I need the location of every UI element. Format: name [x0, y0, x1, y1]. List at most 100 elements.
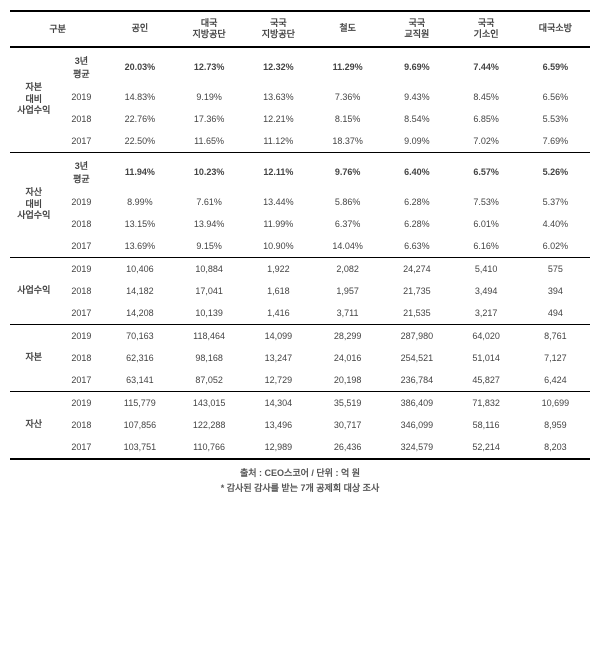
data-cell: 13.15%	[105, 213, 174, 235]
data-cell: 6.28%	[382, 213, 451, 235]
data-cell: 20,198	[313, 369, 382, 392]
data-cell: 6.57%	[451, 152, 520, 191]
table-row: 201713.69%9.15%10.90%14.04%6.63%6.16%6.0…	[10, 235, 590, 258]
data-cell: 17,041	[174, 280, 243, 302]
data-cell: 8,761	[521, 324, 590, 347]
footer-line2: * 감사된 감사를 받는 7개 공제회 대상 조사	[10, 481, 590, 496]
data-cell: 7.53%	[451, 191, 520, 213]
data-cell: 14,182	[105, 280, 174, 302]
data-cell: 122,288	[174, 414, 243, 436]
data-cell: 13.63%	[244, 86, 313, 108]
data-cell: 26,436	[313, 436, 382, 459]
data-cell: 6.63%	[382, 235, 451, 258]
table-row: 201914.83%9.19%13.63%7.36%9.43%8.45%6.56…	[10, 86, 590, 108]
data-cell: 6.59%	[521, 47, 590, 86]
data-cell: 12.32%	[244, 47, 313, 86]
row-sublabel: 2018	[58, 108, 106, 130]
data-cell: 13,247	[244, 347, 313, 369]
data-cell: 21,535	[382, 302, 451, 325]
data-cell: 17.36%	[174, 108, 243, 130]
data-cell: 10,699	[521, 391, 590, 414]
data-cell: 324,579	[382, 436, 451, 459]
data-cell: 11.65%	[174, 130, 243, 153]
data-cell: 12.21%	[244, 108, 313, 130]
row-sublabel: 2017	[58, 369, 106, 392]
data-cell: 10,884	[174, 257, 243, 280]
table-row: 자산2019115,779143,01514,30435,519386,4097…	[10, 391, 590, 414]
data-cell: 6.37%	[313, 213, 382, 235]
header-col-1: 대국지방공단	[174, 11, 243, 47]
data-cell: 1,922	[244, 257, 313, 280]
data-cell: 10,406	[105, 257, 174, 280]
data-cell: 24,016	[313, 347, 382, 369]
table-row: 201822.76%17.36%12.21%8.15%8.54%6.85%5.5…	[10, 108, 590, 130]
data-cell: 5.86%	[313, 191, 382, 213]
data-cell: 8.45%	[451, 86, 520, 108]
data-cell: 87,052	[174, 369, 243, 392]
data-cell: 14,099	[244, 324, 313, 347]
data-cell: 4.40%	[521, 213, 590, 235]
table-row: 자산대비사업수익3년평균11.94%10.23%12.11%9.76%6.40%…	[10, 152, 590, 191]
data-cell: 6.56%	[521, 86, 590, 108]
data-cell: 2,082	[313, 257, 382, 280]
data-cell: 11.29%	[313, 47, 382, 86]
header-col-0: 공인	[105, 11, 174, 47]
data-cell: 14.04%	[313, 235, 382, 258]
data-cell: 103,751	[105, 436, 174, 459]
data-cell: 22.76%	[105, 108, 174, 130]
data-cell: 14,208	[105, 302, 174, 325]
table-row: 자본대비사업수익3년평균20.03%12.73%12.32%11.29%9.69…	[10, 47, 590, 86]
row-sublabel: 2019	[58, 391, 106, 414]
data-cell: 8.15%	[313, 108, 382, 130]
data-cell: 7,127	[521, 347, 590, 369]
data-cell: 71,832	[451, 391, 520, 414]
data-cell: 7.44%	[451, 47, 520, 86]
header-col-5: 국국기소인	[451, 11, 520, 47]
data-cell: 3,494	[451, 280, 520, 302]
data-cell: 10.90%	[244, 235, 313, 258]
table-row: 2018107,856122,28813,49630,717346,09958,…	[10, 414, 590, 436]
data-cell: 386,409	[382, 391, 451, 414]
row-sublabel: 2018	[58, 414, 106, 436]
data-cell: 9.15%	[174, 235, 243, 258]
row-sublabel: 2019	[58, 191, 106, 213]
data-cell: 9.76%	[313, 152, 382, 191]
data-cell: 12,989	[244, 436, 313, 459]
data-table: 구분 공인 대국지방공단 국국지방공단 철도 국국교직원 국국기소인 대국소방 …	[10, 10, 590, 496]
data-cell: 14,304	[244, 391, 313, 414]
data-cell: 7.02%	[451, 130, 520, 153]
row-sublabel: 2018	[58, 213, 106, 235]
data-cell: 394	[521, 280, 590, 302]
data-cell: 35,519	[313, 391, 382, 414]
data-cell: 143,015	[174, 391, 243, 414]
data-cell: 64,020	[451, 324, 520, 347]
data-cell: 6,424	[521, 369, 590, 392]
data-cell: 7.36%	[313, 86, 382, 108]
section-label: 자본대비사업수익	[10, 47, 58, 153]
row-sublabel: 2017	[58, 235, 106, 258]
data-cell: 12.73%	[174, 47, 243, 86]
data-cell: 8,203	[521, 436, 590, 459]
data-cell: 10,139	[174, 302, 243, 325]
data-cell: 5,410	[451, 257, 520, 280]
footer-line1: 출처 : CEO스코어 / 단위 : 억 원	[10, 459, 590, 481]
row-sublabel: 2018	[58, 280, 106, 302]
row-sublabel: 2017	[58, 436, 106, 459]
table-row: 20198.99%7.61%13.44%5.86%6.28%7.53%5.37%	[10, 191, 590, 213]
table-row: 201722.50%11.65%11.12%18.37%9.09%7.02%7.…	[10, 130, 590, 153]
data-cell: 254,521	[382, 347, 451, 369]
data-cell: 98,168	[174, 347, 243, 369]
row-sublabel: 2019	[58, 324, 106, 347]
data-cell: 8.99%	[105, 191, 174, 213]
data-cell: 115,779	[105, 391, 174, 414]
data-cell: 13.94%	[174, 213, 243, 235]
data-cell: 30,717	[313, 414, 382, 436]
data-cell: 8.54%	[382, 108, 451, 130]
table-row: 201862,31698,16813,24724,016254,52151,01…	[10, 347, 590, 369]
data-cell: 9.43%	[382, 86, 451, 108]
table-row: 사업수익201910,40610,8841,9222,08224,2745,41…	[10, 257, 590, 280]
table-row: 201714,20810,1391,4163,71121,5353,217494	[10, 302, 590, 325]
data-cell: 11.94%	[105, 152, 174, 191]
data-cell: 62,316	[105, 347, 174, 369]
data-cell: 13,496	[244, 414, 313, 436]
